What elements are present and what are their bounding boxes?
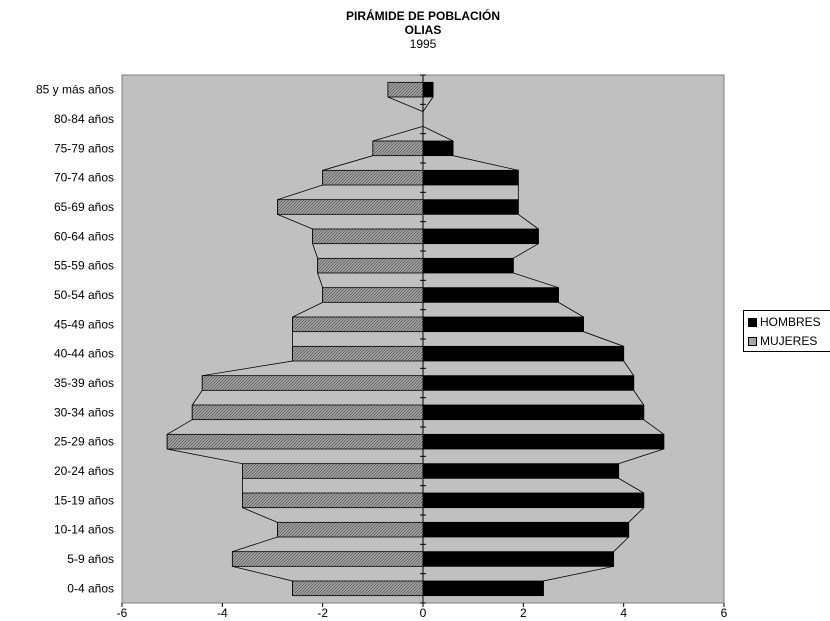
bar-hombres-6 (422, 404, 645, 421)
category-label-11: 55-59 años (54, 259, 114, 273)
category-label-17: 85 y más años (36, 83, 114, 97)
category-label-14: 70-74 años (54, 171, 114, 185)
bar-hombres-12 (422, 228, 539, 245)
bar-mujeres-11 (317, 257, 424, 274)
category-label-6: 30-34 años (54, 405, 114, 419)
legend-swatch-hombres (748, 317, 757, 327)
bar-hombres-9 (422, 316, 584, 333)
legend-item-mujeres: MUJERES (748, 334, 817, 348)
category-label-2: 10-14 años (54, 523, 114, 537)
bar-hombres-3 (422, 492, 645, 509)
chart-subtitle: OLIAS (404, 23, 442, 37)
x-tick-label-2: -2 (317, 606, 328, 620)
category-label-15: 75-79 años (54, 141, 114, 155)
bar-mujeres-4 (241, 463, 424, 479)
outline-mujeres (166, 82, 424, 596)
legend-swatch-mujeres (748, 336, 757, 346)
bar-hombres-17 (422, 81, 434, 98)
bar-hombres-10 (422, 287, 559, 303)
category-label-1: 5-9 años (67, 552, 114, 566)
outline-hombres (422, 82, 665, 596)
category-label-0: 0-4 años (67, 581, 114, 595)
bar-mujeres-7 (201, 375, 424, 391)
category-label-9: 45-49 años (54, 317, 114, 331)
bar-mujeres-3 (241, 492, 424, 509)
bar-mujeres-5 (166, 433, 424, 450)
bar-hombres-15 (422, 140, 454, 157)
pyramid-outline (166, 82, 665, 596)
legend: HOMBRES MUJERES (743, 310, 830, 352)
bar-hombres-7 (422, 375, 635, 391)
category-label-4: 20-24 años (54, 464, 114, 478)
bar-mujeres-8 (292, 345, 424, 362)
bar-mujeres-6 (191, 404, 424, 421)
category-label-12: 60-64 años (54, 229, 114, 243)
bar-mujeres-15 (372, 140, 424, 157)
x-tick-label-6: 6 (721, 606, 728, 620)
bar-mujeres-13 (277, 199, 424, 215)
bar-mujeres-14 (322, 169, 424, 186)
category-label-10: 50-54 años (54, 288, 114, 302)
bar-hombres-11 (422, 257, 514, 274)
category-label-16: 80-84 años (54, 112, 114, 126)
bar-mujeres-9 (292, 316, 424, 333)
x-tick-label-1: -4 (217, 606, 228, 620)
legend-item-hombres: HOMBRES (748, 315, 821, 329)
bar-hombres-13 (422, 199, 519, 215)
bar-hombres-4 (422, 463, 620, 479)
category-label-8: 40-44 años (54, 347, 114, 361)
category-label-5: 25-29 años (54, 435, 114, 449)
bar-hombres-2 (422, 521, 630, 538)
bar-hombres-5 (422, 433, 665, 450)
category-label-3: 15-19 años (54, 493, 114, 507)
bar-mujeres-0 (292, 580, 424, 597)
bar-mujeres-2 (277, 521, 424, 538)
bar-mujeres-12 (312, 228, 424, 245)
bar-hombres-8 (422, 345, 625, 362)
x-tick-label-0: -6 (117, 606, 128, 620)
bar-hombres-14 (422, 169, 519, 186)
bar-mujeres-1 (231, 551, 424, 567)
category-label-7: 35-39 años (54, 376, 114, 390)
legend-label-mujeres: MUJERES (760, 334, 818, 348)
bar-mujeres-17 (387, 81, 424, 98)
legend-label-hombres: HOMBRES (760, 315, 821, 329)
x-tick-label-3: 0 (420, 606, 427, 620)
chart-year: 1995 (409, 37, 437, 51)
category-label-13: 65-69 años (54, 200, 114, 214)
bar-hombres-0 (422, 580, 544, 597)
x-tick-label-4: 2 (520, 606, 527, 620)
chart-title: PIRÁMIDE DE POBLACIÓN (345, 9, 500, 23)
bar-hombres-1 (422, 551, 615, 567)
x-tick-label-5: 4 (620, 606, 627, 620)
bar-mujeres-10 (322, 287, 424, 303)
